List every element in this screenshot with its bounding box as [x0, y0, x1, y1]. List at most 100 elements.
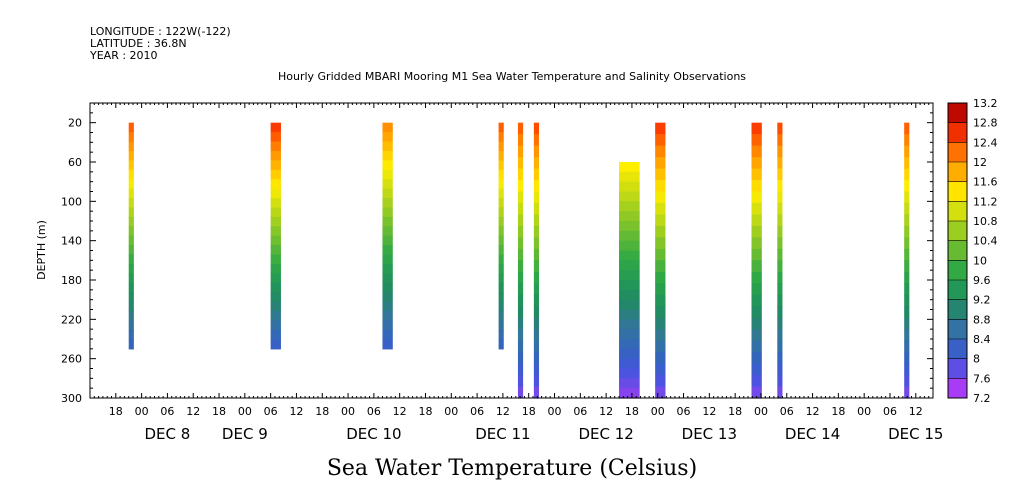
profile-cell — [382, 226, 393, 237]
x-tick-label: 00 — [857, 405, 871, 418]
profile-cell — [619, 230, 640, 242]
profile-cell — [517, 317, 524, 330]
profile-cell — [517, 122, 524, 135]
profile-cell — [904, 375, 910, 388]
profile-cell — [777, 363, 783, 376]
profile-cell — [498, 169, 504, 180]
profile-cell — [517, 260, 524, 273]
profile-cell — [533, 363, 540, 376]
profile-cell — [517, 363, 524, 376]
profile-cell — [382, 150, 393, 161]
profile-cell — [270, 169, 281, 180]
profile-cell — [517, 375, 524, 388]
profile-cell — [619, 171, 640, 183]
colorbar-band — [948, 319, 967, 340]
profile-cell — [128, 141, 134, 152]
profile-cell — [655, 202, 666, 216]
x-tick-label: 18 — [522, 405, 536, 418]
profile-cell — [619, 309, 640, 320]
profile-cell — [270, 179, 281, 190]
profile-cell — [517, 352, 524, 365]
profile-cell — [128, 160, 134, 171]
profile-cell — [655, 352, 666, 365]
colorbar-tick-label: 9.6 — [973, 274, 991, 287]
longitude-label: LONGITUDE : 122W(-122) — [90, 25, 231, 38]
profile-cell — [619, 211, 640, 222]
profile-cell — [655, 180, 666, 193]
profile-cell — [270, 264, 281, 275]
y-tick-label: 180 — [61, 274, 82, 287]
profile-cell — [517, 134, 524, 147]
colorbar-band — [948, 339, 967, 360]
profile-cell — [498, 179, 504, 190]
y-tick-label: 20 — [68, 117, 82, 130]
profile-column-6 — [533, 122, 540, 399]
profile-cell — [382, 169, 393, 180]
profile-cell — [128, 198, 134, 209]
profile-cell — [517, 191, 524, 204]
profile-cell — [904, 386, 910, 399]
colorbar-band — [948, 103, 967, 124]
profile-cell — [533, 237, 540, 250]
profile-cell — [533, 214, 540, 227]
profile-cell — [498, 198, 504, 209]
profile-cell — [751, 317, 762, 330]
colorbar-band — [948, 378, 967, 399]
profile-cell — [270, 273, 281, 284]
colorbar-tick-label: 13.2 — [973, 97, 998, 110]
profile-cell — [128, 188, 134, 199]
profile-column-1 — [128, 122, 134, 350]
colorbar-tick-label: 8.8 — [973, 313, 991, 326]
profile-cell — [517, 157, 524, 170]
colorbar: 13.2 12.8 12.4 12 11.6 11.2 10.8 10.4 10 9.6 9.2 8.… — [947, 97, 998, 405]
profile-cell — [128, 301, 134, 312]
x-day-label: DEC 9 — [222, 425, 268, 443]
profile-cell — [382, 141, 393, 152]
profile-cell — [382, 132, 393, 143]
profile-cell — [904, 248, 910, 261]
profile-cell — [655, 317, 666, 330]
profile-cell — [655, 248, 666, 261]
x-day-label: DEC 10 — [346, 425, 401, 443]
profile-cell — [533, 375, 540, 388]
profile-cell — [904, 168, 910, 181]
profile-cell — [655, 225, 666, 238]
profile-cell — [533, 122, 540, 135]
colorbar-tick-label: 8.4 — [973, 333, 991, 346]
profile-cell — [533, 306, 540, 319]
profile-cell — [128, 150, 134, 161]
profile-cell — [904, 225, 910, 238]
profile-cell — [498, 235, 504, 246]
colorbar-band — [948, 181, 967, 202]
profile-cell — [517, 386, 524, 399]
profile-cell — [533, 294, 540, 307]
profile-cell — [777, 317, 783, 330]
profile-cell — [382, 254, 393, 265]
profile-cell — [777, 191, 783, 204]
profile-cell — [517, 214, 524, 227]
colorbar-band — [948, 162, 967, 183]
profile-cell — [751, 202, 762, 216]
profile-cell — [498, 329, 504, 341]
profile-cell — [655, 260, 666, 273]
x-day-label: DEC 11 — [475, 425, 530, 443]
x-tick-label: 12 — [393, 405, 407, 418]
profile-cell — [533, 225, 540, 238]
profile-cell — [498, 207, 504, 218]
profile-cell — [517, 294, 524, 307]
profile-cell — [777, 283, 783, 296]
x-tick-label: 12 — [806, 405, 820, 418]
profile-cell — [619, 388, 640, 399]
profile-cell — [533, 340, 540, 353]
profile-cell — [904, 214, 910, 227]
profile-cell — [751, 180, 762, 193]
profile-cell — [777, 122, 783, 135]
profile-cell — [498, 339, 504, 350]
x-tick-label: 00 — [754, 405, 768, 418]
profile-cell — [655, 271, 666, 284]
x-tick-label: 00 — [651, 405, 665, 418]
profile-cell — [128, 226, 134, 237]
profile-cell — [270, 226, 281, 237]
profile-cell — [777, 340, 783, 353]
x-tick-label: 06 — [160, 405, 174, 418]
